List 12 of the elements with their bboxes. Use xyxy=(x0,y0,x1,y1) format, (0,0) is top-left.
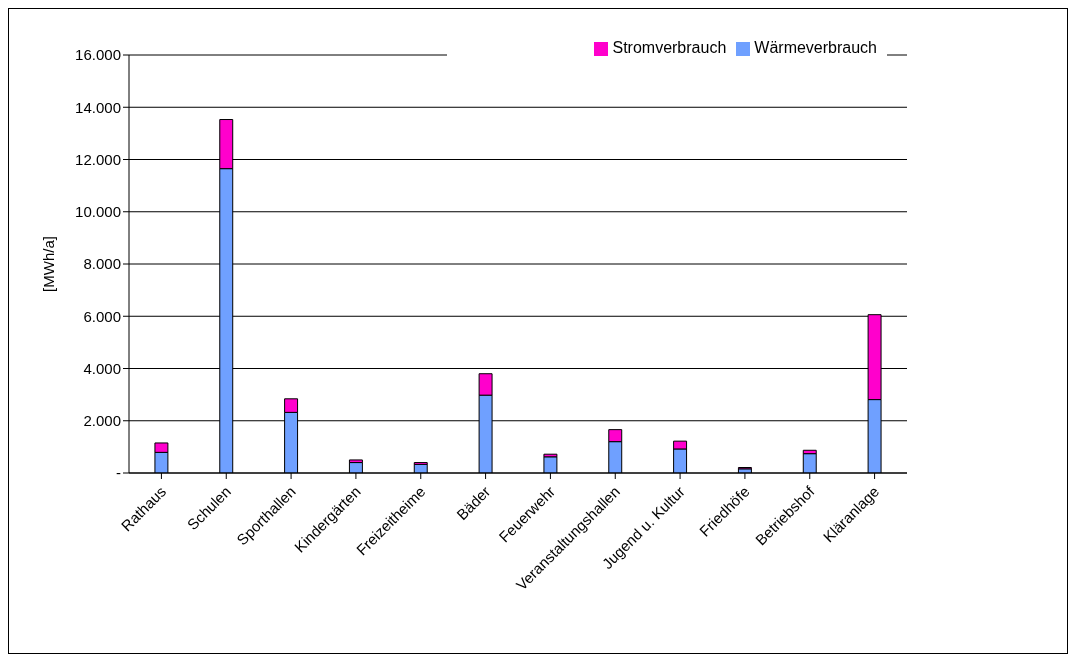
y-tick-label: 14.000 xyxy=(75,98,121,116)
y-tick-label: - xyxy=(116,464,121,482)
y-axis-title: [MWh/a] xyxy=(40,236,58,292)
y-tick-label: 10.000 xyxy=(75,203,121,221)
y-tick-label: 2.000 xyxy=(83,412,121,430)
legend-label: Wärmeverbrauch xyxy=(754,39,877,56)
y-tick-label: 16.000 xyxy=(75,46,121,64)
y-tick-label: 6.000 xyxy=(83,307,121,325)
y-tick-label: 12.000 xyxy=(75,150,121,168)
y-tick-label: 8.000 xyxy=(83,255,121,273)
legend-label: Stromverbrauch xyxy=(612,39,727,56)
y-tick-label: 4.000 xyxy=(83,359,121,377)
